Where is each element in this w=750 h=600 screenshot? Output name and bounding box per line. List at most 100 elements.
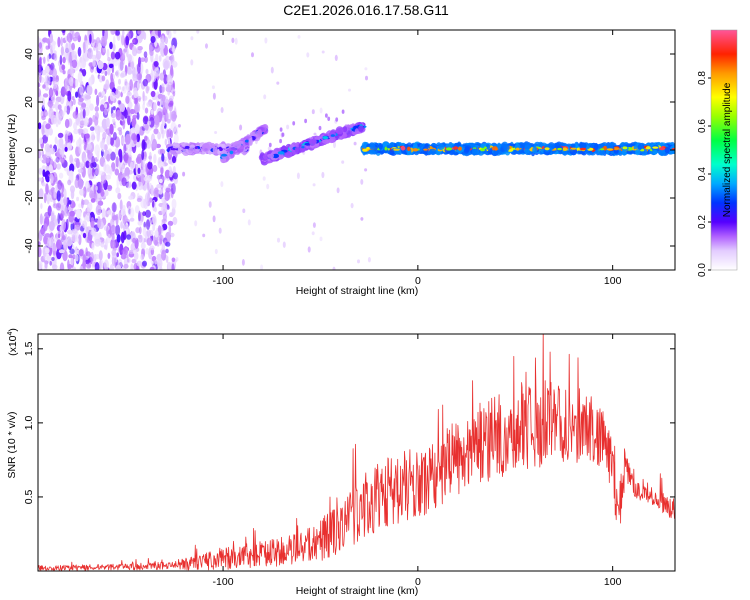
heatmap-cell <box>82 128 89 135</box>
heatmap-cell <box>172 91 176 97</box>
heatmap-cell <box>57 233 61 239</box>
heatmap-cell <box>134 205 140 214</box>
heatmap-cell <box>104 103 108 109</box>
heatmap-cell <box>135 227 141 234</box>
heatmap-cell <box>125 35 130 46</box>
heatmap-cell <box>89 190 94 199</box>
heatmap-cell <box>86 85 93 96</box>
heatmap-cell <box>144 56 148 63</box>
heatmap-cell <box>146 229 151 238</box>
heatmap-cell <box>312 183 316 187</box>
heatmap-cell <box>336 187 340 194</box>
heatmap-cell <box>622 146 628 150</box>
heatmap-cell <box>169 110 173 121</box>
heatmap-cell <box>123 143 127 153</box>
heatmap-cell <box>146 237 153 246</box>
heatmap-cell <box>142 116 149 125</box>
heatmap-cell <box>75 208 82 219</box>
heatmap-cell <box>606 148 614 151</box>
heatmap-cell <box>98 250 103 261</box>
heatmap-cell <box>172 216 178 226</box>
heatmap-cell <box>133 90 138 99</box>
heatmap-cell <box>143 176 148 182</box>
heatmap-cell <box>281 132 285 137</box>
heatmap-cell <box>85 133 90 139</box>
heatmap-cell <box>91 261 95 269</box>
heatmap-cell <box>116 264 121 270</box>
heatmap-cell <box>44 233 51 238</box>
heatmap-cell <box>42 93 49 98</box>
heatmap-cell <box>231 37 235 43</box>
heatmap-cell <box>136 112 140 120</box>
heatmap-cell <box>38 261 43 270</box>
heatmap-cell <box>77 71 83 83</box>
heatmap-cell <box>480 143 485 149</box>
heatmap-cell <box>97 60 104 70</box>
heatmap-cell <box>117 142 120 147</box>
heatmap-cell <box>170 64 174 76</box>
heatmap-cell <box>202 233 206 238</box>
heatmap-cell <box>159 42 166 50</box>
y-tick-label: 0 <box>23 147 35 153</box>
heatmap-cell <box>112 106 116 111</box>
heatmap-cell <box>599 143 605 148</box>
heatmap-cell <box>78 203 82 208</box>
heatmap-cell <box>85 226 89 233</box>
heatmap-cell <box>159 162 165 168</box>
heatmap-cell <box>309 139 316 147</box>
heatmap-cell <box>124 152 129 164</box>
heatmap-cell <box>154 114 160 126</box>
heatmap-cell <box>55 90 59 97</box>
heatmap-cell <box>279 127 283 132</box>
heatmap-cell <box>138 73 142 84</box>
heatmap-cell <box>494 148 498 151</box>
heatmap-cell <box>82 232 87 239</box>
heatmap-cell <box>322 139 329 144</box>
heatmap-cell <box>153 187 159 199</box>
heatmap-cell <box>87 149 92 162</box>
heatmap-cell <box>51 68 58 79</box>
x-tick-label: -100 <box>213 275 234 287</box>
heatmap-cell <box>92 114 96 123</box>
heatmap-cell <box>262 176 266 181</box>
heatmap-cell <box>557 147 562 151</box>
heatmap-cell <box>102 131 107 140</box>
heatmap-cell <box>45 45 50 50</box>
heatmap-cell <box>89 126 95 131</box>
heatmap-cell <box>49 33 53 43</box>
heatmap-cell <box>78 97 84 103</box>
heatmap-cell <box>120 109 126 120</box>
y-tick-label: 0.5 <box>23 489 35 504</box>
heatmap-cell <box>138 226 142 235</box>
heatmap-cell <box>171 207 176 216</box>
heatmap-cell <box>173 133 179 145</box>
heatmap-cell <box>364 168 368 172</box>
heatmap-cell <box>173 30 177 34</box>
heatmap-cell <box>114 168 120 176</box>
heatmap-cell <box>110 51 116 60</box>
heatmap-cell <box>169 232 175 238</box>
heatmap-cell <box>330 134 335 137</box>
heatmap-cell <box>49 173 54 184</box>
heatmap-cell <box>167 220 174 227</box>
heatmap-cell <box>38 188 44 199</box>
heatmap-cell <box>311 109 315 115</box>
heatmap-cell <box>103 95 107 102</box>
heatmap-cell <box>177 146 182 152</box>
heatmap-cell <box>116 176 119 189</box>
heatmap-cell <box>332 266 336 270</box>
heatmap-cell <box>150 109 154 115</box>
heatmap-cell <box>86 207 91 213</box>
heatmap-cell <box>233 141 242 149</box>
heatmap-cell <box>78 234 82 246</box>
heatmap-cell <box>110 137 114 146</box>
colorbar-tick-label: 0.8 <box>697 71 708 85</box>
heatmap-cell <box>61 64 66 71</box>
heatmap-cell <box>124 109 128 119</box>
colorbar-tick-label: 0.0 <box>697 263 708 277</box>
heatmap-cell <box>613 147 620 151</box>
heatmap-cell <box>129 79 134 91</box>
heatmap-cell <box>75 254 79 262</box>
heatmap-cell <box>360 217 364 221</box>
heatmap-cell <box>108 209 112 216</box>
